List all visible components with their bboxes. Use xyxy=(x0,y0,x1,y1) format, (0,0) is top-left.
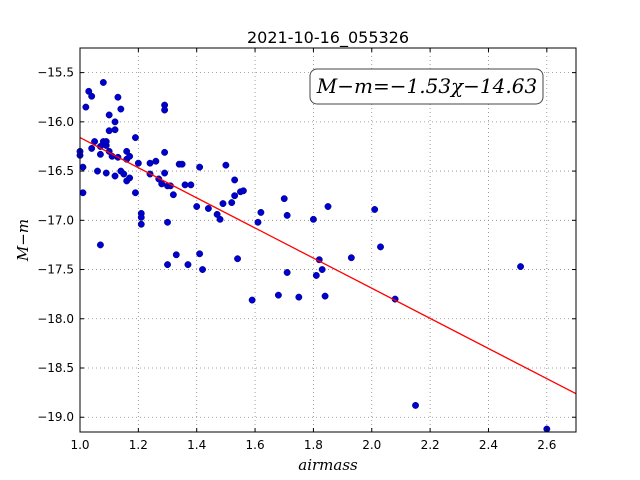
data-point xyxy=(219,200,227,208)
grid xyxy=(79,48,576,432)
data-point xyxy=(347,254,355,262)
data-point xyxy=(295,293,303,301)
y-tick-label: −15.5 xyxy=(37,66,74,80)
data-point xyxy=(181,181,189,189)
data-point xyxy=(94,167,101,175)
data-point xyxy=(228,199,236,207)
data-point xyxy=(88,144,96,152)
data-point xyxy=(377,243,384,251)
y-tick-label: −17.0 xyxy=(37,213,74,227)
data-point xyxy=(152,157,160,165)
data-point xyxy=(105,111,113,119)
data-point xyxy=(96,150,104,158)
data-point xyxy=(184,261,192,269)
data-point xyxy=(164,261,171,269)
x-tick-label: 2.0 xyxy=(362,438,381,452)
data-point xyxy=(137,220,145,228)
data-point xyxy=(114,93,122,101)
data-point xyxy=(161,169,169,177)
data-point xyxy=(172,251,180,259)
data-point xyxy=(257,208,265,216)
data-point xyxy=(82,103,90,111)
data-point xyxy=(239,187,247,195)
data-point xyxy=(231,176,239,184)
data-point xyxy=(169,191,177,199)
data-point xyxy=(187,181,195,189)
data-point xyxy=(196,163,204,171)
data-point xyxy=(131,189,139,197)
data-point xyxy=(248,296,256,304)
data-point xyxy=(283,269,291,276)
data-point xyxy=(321,292,329,300)
data-point xyxy=(126,174,134,182)
data-point xyxy=(178,160,186,168)
data-point xyxy=(99,79,107,86)
data-point xyxy=(111,126,119,134)
data-point xyxy=(254,218,262,226)
data-point xyxy=(283,211,291,219)
data-point xyxy=(371,206,379,213)
x-tick-label: 1.2 xyxy=(129,438,148,452)
equation-text: M−m=−1.53χ−14.63 xyxy=(316,74,537,98)
equation-box: M−m=−1.53χ−14.63 xyxy=(309,68,544,105)
data-point xyxy=(412,401,419,409)
y-tick-label: −17.5 xyxy=(37,263,74,277)
data-point xyxy=(517,263,525,271)
data-point xyxy=(126,152,134,160)
data-point xyxy=(88,92,96,100)
data-point xyxy=(204,205,212,212)
data-point xyxy=(111,118,119,126)
plot-frame xyxy=(79,47,577,433)
data-point xyxy=(274,291,282,299)
data-point xyxy=(96,241,104,249)
data-point xyxy=(216,215,224,223)
data-point xyxy=(193,203,201,210)
x-tick-label: 1.0 xyxy=(70,438,89,452)
y-tick-label: −16.5 xyxy=(37,164,74,178)
data-point xyxy=(318,266,326,273)
data-point xyxy=(324,203,332,210)
data-point xyxy=(134,159,142,167)
data-point xyxy=(161,148,169,156)
x-tick-label: 1.8 xyxy=(304,438,323,452)
data-point xyxy=(280,195,288,203)
data-point xyxy=(161,106,169,114)
equation-box-border xyxy=(309,68,544,105)
data-point xyxy=(102,169,110,177)
data-point xyxy=(196,250,204,258)
data-point xyxy=(79,163,87,171)
x-tick-label: 2.6 xyxy=(537,438,556,452)
data-point xyxy=(234,255,242,263)
y-axis-label: M−m xyxy=(14,219,32,262)
data-point xyxy=(120,170,128,178)
x-tick-label: 1.6 xyxy=(246,438,265,452)
data-point xyxy=(137,213,145,221)
fit-line-group xyxy=(79,137,577,395)
data-point xyxy=(222,161,230,169)
data-point xyxy=(146,159,154,167)
y-tick-label: −18.5 xyxy=(37,361,74,375)
data-point xyxy=(164,218,171,226)
data-point xyxy=(111,172,119,180)
x-axis-label: airmass xyxy=(298,456,358,474)
data-point xyxy=(199,266,206,273)
data-point xyxy=(79,189,87,197)
data-point xyxy=(231,192,239,200)
chart-title: 2021-10-16_055326 xyxy=(247,28,409,48)
fit-line xyxy=(79,137,577,395)
x-tick-label: 2.2 xyxy=(421,438,440,452)
data-point xyxy=(105,127,113,135)
y-tick-label: −18.0 xyxy=(37,312,74,326)
axis-ticks: 1.0 1.2 1.4 1.6 1.8 2.0 2.2 2.4 2.6 −15.5 −16.0 −16… xyxy=(37,48,576,452)
x-tick-label: 1.4 xyxy=(187,438,206,452)
y-tick-label: −16.0 xyxy=(37,115,74,129)
x-tick-label: 2.4 xyxy=(479,438,498,452)
data-point xyxy=(117,105,125,113)
y-tick-label: −19.0 xyxy=(37,410,74,424)
data-point xyxy=(312,271,320,279)
data-point xyxy=(102,138,110,145)
data-point xyxy=(131,134,139,142)
data-point xyxy=(309,215,317,223)
